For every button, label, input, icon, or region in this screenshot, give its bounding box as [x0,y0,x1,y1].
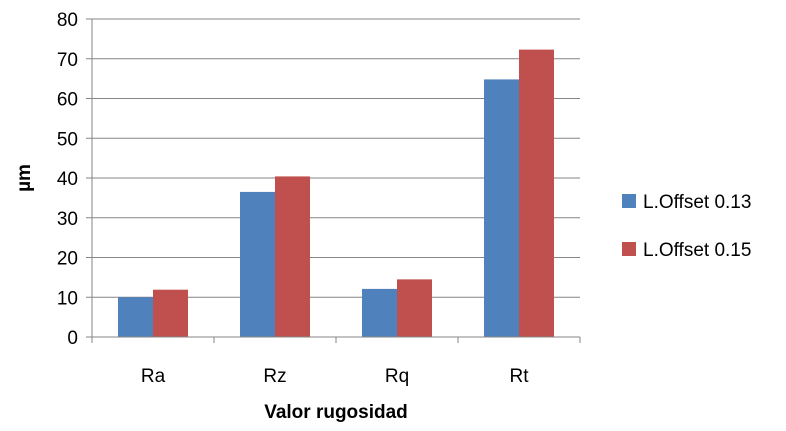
bars [118,49,554,338]
y-tick-label: 30 [57,209,78,230]
bar-ra-series-2 [153,289,188,337]
x-tick-label: Rq [385,366,409,387]
y-tick-label: 70 [57,50,78,71]
legend: L.Offset 0.13 L.Offset 0.15 [622,192,751,261]
bar-rz-series-2 [275,176,310,337]
y-tick-label: 40 [57,169,78,190]
x-tick-label: Ra [141,366,166,387]
bar-rq-series-1 [362,288,397,337]
y-tick-label: 0 [67,328,78,349]
axes [91,19,580,338]
legend-label: L.Offset 0.15 [643,240,751,261]
y-tick-label: 60 [57,90,78,111]
y-axis-title: µm [14,164,35,192]
y-tick-label: 80 [57,10,78,31]
bar-rz-series-1 [240,191,275,337]
legend-swatch [622,194,636,208]
x-tick-labels: Ra Rz Rq Rt [141,366,529,387]
bar-rq-series-2 [397,279,432,337]
y-tick-labels: 0 10 20 30 40 50 60 70 80 [57,10,78,349]
bar-ra-series-1 [118,297,153,337]
y-tick-label: 20 [57,249,78,270]
y-tick-label: 10 [57,288,78,309]
x-tick-label: Rz [263,366,286,387]
bar-rt-series-1 [484,79,519,338]
x-axis-title: Valor rugosidad [264,402,408,423]
y-tick-label: 50 [57,129,78,150]
legend-label: L.Offset 0.13 [643,192,751,213]
legend-swatch [622,242,636,256]
x-tick-label: Rt [510,366,530,387]
bar-rt-series-2 [519,49,554,338]
